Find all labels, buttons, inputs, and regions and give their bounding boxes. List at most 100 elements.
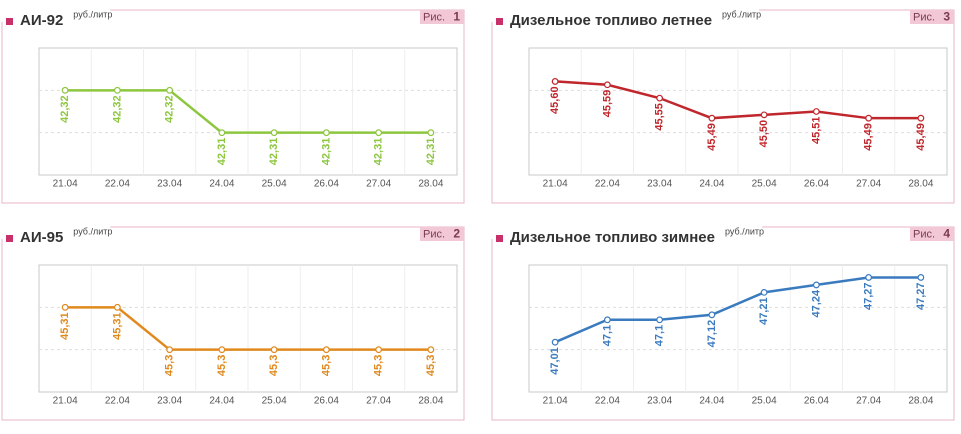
chart-title: Дизельное топливо зимнее — [510, 229, 715, 246]
figure-label: Рис. — [423, 11, 445, 23]
value-label: 42,31 — [425, 138, 437, 166]
value-label: 42,32 — [111, 95, 123, 123]
value-label: 45,31 — [59, 312, 71, 340]
chart-panel: Дизельное топливо летнее руб./литр Рис. 3 21… — [490, 8, 955, 204]
header-marker — [6, 235, 13, 242]
value-label: 47,1 — [601, 325, 613, 346]
point — [166, 86, 174, 94]
x-tick-label: 28.04 — [418, 179, 443, 190]
point — [917, 114, 925, 122]
point — [917, 274, 925, 281]
value-label: 45,3 — [164, 355, 176, 376]
value-label: 45,60 — [549, 86, 561, 114]
line — [554, 276, 921, 344]
x-tick-label: 28.04 — [418, 396, 443, 407]
header-bg — [0, 225, 111, 239]
unit-label: руб./литр — [722, 9, 761, 19]
chart-panel: Дизельное топливо зимнее руб./литр Рис. 4 21… — [490, 225, 955, 421]
x-tick-label: 24.04 — [209, 179, 234, 190]
chart-title: Дизельное топливо летнее — [510, 12, 712, 29]
point — [270, 346, 278, 354]
value-label: 42,31 — [320, 138, 332, 166]
point — [61, 303, 69, 311]
point — [656, 94, 664, 102]
figure-label: Рис. — [913, 228, 935, 240]
point — [760, 111, 768, 119]
point — [322, 346, 330, 354]
line — [65, 89, 431, 134]
header-marker — [496, 235, 503, 242]
chart-panel: АИ-95 руб./литр Рис. 2 21.04 22.04 23.04 24.04 2… — [0, 225, 465, 421]
x-tick-label: 23.04 — [647, 179, 672, 190]
point — [113, 303, 121, 311]
value-label: 47,27 — [863, 282, 875, 310]
value-label: 47,24 — [810, 289, 822, 317]
point — [708, 311, 716, 319]
panel-border — [491, 226, 955, 421]
x-tick-label: 27.04 — [366, 179, 391, 190]
x-tick-label: 26.04 — [314, 396, 339, 407]
x-tick-label: 23.04 — [157, 179, 182, 190]
x-tick-label: 21.04 — [53, 396, 78, 407]
value-label: 45,59 — [601, 90, 613, 118]
x-tick-label: 25.04 — [752, 396, 777, 407]
value-label: 45,3 — [320, 355, 332, 376]
header-marker — [496, 18, 503, 25]
x-tick-label: 21.04 — [53, 179, 78, 190]
point — [427, 346, 435, 354]
point — [865, 274, 873, 281]
x-tick-label: 23.04 — [647, 396, 672, 407]
line — [555, 80, 921, 120]
x-tick-label: 24.04 — [699, 396, 724, 407]
panel-border — [491, 9, 955, 204]
value-label: 47,01 — [549, 347, 561, 375]
x-tick-label: 21.04 — [543, 396, 568, 407]
value-label: 47,27 — [915, 282, 927, 310]
value-label: 47,1 — [654, 325, 666, 346]
value-label: 45,51 — [810, 117, 822, 145]
point — [166, 346, 174, 354]
x-tick-label: 22.04 — [105, 179, 130, 190]
figure-tag — [420, 227, 464, 241]
panel-border — [1, 9, 465, 204]
x-tick-label: 24.04 — [209, 396, 234, 407]
value-label: 47,12 — [706, 320, 718, 348]
x-tick-label: 26.04 — [804, 179, 829, 190]
value-label: 45,3 — [425, 355, 437, 376]
value-label: 45,49 — [915, 123, 927, 151]
x-tick-label: 25.04 — [752, 179, 777, 190]
point — [760, 288, 768, 296]
point — [322, 129, 330, 137]
value-label: 45,49 — [863, 123, 875, 151]
point — [218, 346, 226, 354]
figure-number: 2 — [453, 227, 460, 241]
x-tick-label: 23.04 — [157, 396, 182, 407]
point — [375, 129, 383, 137]
x-tick-label: 22.04 — [105, 396, 130, 407]
value-label: 42,31 — [216, 138, 228, 166]
point — [551, 338, 559, 346]
x-tick-label: 28.04 — [908, 396, 933, 407]
unit-label: руб./литр — [73, 226, 112, 236]
unit-label: руб./литр — [725, 226, 764, 236]
point — [375, 346, 383, 354]
unit-label: руб./литр — [73, 9, 112, 19]
value-label: 45,49 — [706, 123, 718, 151]
header-bg — [0, 8, 111, 22]
figure-label: Рис. — [423, 228, 445, 240]
point — [812, 281, 820, 289]
panel-border — [1, 226, 465, 421]
x-tick-label: 22.04 — [595, 396, 620, 407]
figure-label: Рис. — [913, 11, 935, 23]
chart-title: АИ-95 — [20, 229, 63, 246]
x-tick-label: 21.04 — [543, 179, 568, 190]
figure-number: 1 — [453, 10, 460, 24]
line — [65, 306, 431, 351]
x-tick-label: 24.04 — [699, 179, 724, 190]
point — [61, 86, 69, 94]
figure-tag — [910, 227, 954, 241]
x-tick-label: 25.04 — [262, 396, 287, 407]
x-tick-label: 27.04 — [856, 396, 881, 407]
value-label: 45,3 — [268, 355, 280, 376]
